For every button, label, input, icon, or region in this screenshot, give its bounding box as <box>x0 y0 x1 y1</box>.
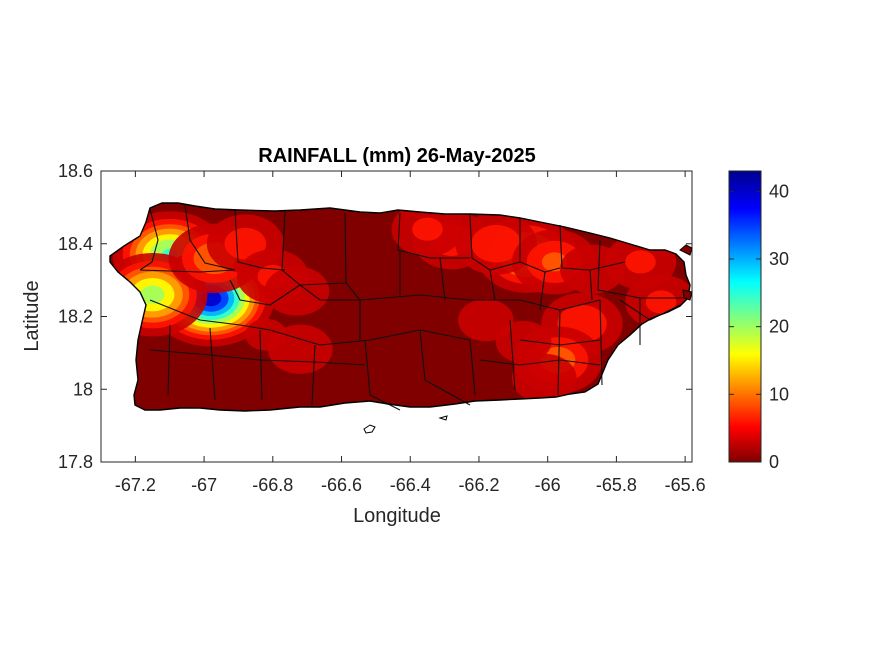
rain-contour <box>264 266 330 316</box>
y-tick-label: 18 <box>73 379 93 399</box>
rain-contour <box>471 224 521 263</box>
islet-outline <box>679 244 693 256</box>
rain-contour <box>412 217 443 241</box>
colorbar-tick-label: 10 <box>769 384 789 404</box>
colorbar-tick-label: 30 <box>769 249 789 269</box>
rain-contour <box>625 250 656 274</box>
colorbar <box>728 170 762 463</box>
municipal-boundaries <box>139 204 690 411</box>
rain-contour <box>645 290 677 314</box>
rain-cell <box>511 353 577 403</box>
rain-contour <box>458 299 514 342</box>
y-tick-label: 18.2 <box>58 307 93 327</box>
rain-cell <box>391 203 464 257</box>
rain-cell <box>264 266 330 316</box>
x-tick-label: -66 <box>535 475 561 495</box>
rain-contour <box>511 353 577 403</box>
islet-outline <box>363 424 376 434</box>
rain-contour <box>245 318 287 351</box>
y-axis-ticks: 17.8 18 18.2 18.4 18.6 <box>58 161 692 472</box>
x-tick-label: -66.6 <box>321 475 362 495</box>
y-tick-label: 18.6 <box>58 161 93 181</box>
rain-contour <box>495 320 552 364</box>
x-axis-label: Longitude <box>353 505 441 527</box>
x-tick-label: -67 <box>191 475 217 495</box>
y-tick-label: 17.8 <box>58 452 93 472</box>
x-tick-label: -65.6 <box>665 475 706 495</box>
rain-cell <box>245 318 287 351</box>
y-axis-label: Latitude <box>21 280 43 351</box>
x-tick-label: -67.2 <box>115 475 156 495</box>
islet-outline <box>682 289 693 301</box>
rain-contour <box>224 227 267 260</box>
coastline <box>109 202 691 412</box>
y-tick-label: 18.4 <box>58 234 93 254</box>
x-axis-ticks: -67.2 -67 -66.8 -66.6 -66.4 -66.2 -66 -65.8 -65.… <box>115 171 706 495</box>
x-tick-label: -66.2 <box>458 475 499 495</box>
colorbar-tick-label: 0 <box>769 452 779 472</box>
colorbar-tick-label: 40 <box>769 181 789 201</box>
rain-cell <box>458 299 514 342</box>
colorbar-ticks: 0 10 20 30 40 <box>729 181 789 472</box>
rain-contour <box>140 285 165 304</box>
chart-title: RAINFALL (mm) 26-May-2025 <box>258 145 535 167</box>
x-tick-label: -66.4 <box>390 475 431 495</box>
x-tick-label: -66.8 <box>252 475 293 495</box>
rain-cell <box>495 320 552 364</box>
x-tick-label: -65.8 <box>596 475 637 495</box>
islet-outline <box>438 415 448 421</box>
colorbar-tick-label: 20 <box>769 317 789 337</box>
